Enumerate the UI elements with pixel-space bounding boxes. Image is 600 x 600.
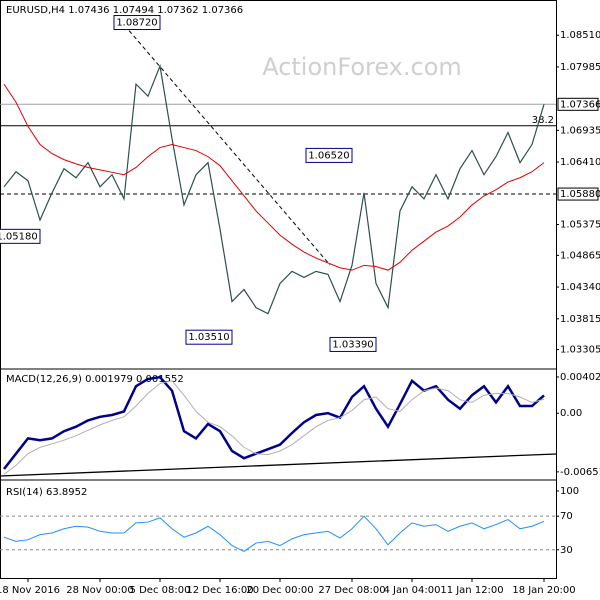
y-tick-label: 1.04340 bbox=[560, 282, 600, 293]
y-tick-label: -0.006515 bbox=[560, 467, 600, 478]
chart-title: EURUSD,H4 1.07436 1.07494 1.07362 1.0736… bbox=[6, 5, 243, 16]
x-tick-label: 20 Dec 00:00 bbox=[246, 585, 313, 596]
y-tick-label: 100 bbox=[560, 486, 579, 497]
price-label-box bbox=[557, 187, 599, 201]
indicator-title: RSI(14) 63.8952 bbox=[6, 487, 87, 498]
series-line bbox=[3, 380, 545, 475]
frame bbox=[0, 0, 557, 579]
y-tick-label: 1.04865 bbox=[560, 250, 600, 261]
trend-line bbox=[119, 19, 331, 266]
trend-line bbox=[0, 453, 557, 477]
y-tick-label: 1.03815 bbox=[560, 314, 600, 325]
x-tick-label: 5 Dec 08:00 bbox=[130, 585, 191, 596]
y-tick-label: 1.08510 bbox=[560, 30, 600, 41]
annotation-box bbox=[0, 228, 41, 244]
annotation: 1.03390 bbox=[332, 339, 373, 350]
indicator-title: MACD(12,26,9) 0.001979 0.001552 bbox=[6, 374, 184, 385]
y-tick-label: 30 bbox=[560, 545, 573, 556]
y-tick-label: 1.06935 bbox=[560, 125, 600, 136]
series-line bbox=[3, 375, 545, 470]
annotation: 1.05180 bbox=[0, 231, 38, 242]
level-label: 38.2 bbox=[532, 115, 554, 126]
price-label: 1.07366 bbox=[560, 99, 600, 110]
x-tick-label: 18 Jan 20:00 bbox=[512, 585, 575, 596]
watermark: ActionForex.com bbox=[262, 53, 462, 81]
price-label-box bbox=[557, 97, 599, 111]
annotation-box bbox=[329, 336, 377, 352]
y-tick-label: 1.06410 bbox=[560, 157, 600, 168]
annotation-box bbox=[113, 15, 161, 31]
x-tick-label: 27 Dec 08:00 bbox=[318, 585, 385, 596]
annotation: 1.06520 bbox=[308, 150, 349, 161]
y-tick-label: 1.07985 bbox=[560, 62, 600, 73]
annotation: 1.03510 bbox=[188, 332, 229, 343]
annotation-box bbox=[305, 147, 353, 163]
series-line bbox=[3, 83, 545, 271]
x-tick-label: 28 Nov 00:00 bbox=[66, 585, 133, 596]
y-tick-label: 0.004028 bbox=[560, 372, 600, 383]
x-tick-label: 11 Jan 12:00 bbox=[440, 585, 503, 596]
series-line bbox=[3, 63, 545, 315]
x-tick-label: 18 Nov 2016 bbox=[0, 585, 60, 596]
y-tick-label: 1.03305 bbox=[560, 345, 600, 356]
series-line bbox=[3, 515, 545, 553]
x-tick-label: 4 Jan 04:00 bbox=[384, 585, 441, 596]
annotation-box bbox=[185, 329, 233, 345]
x-tick-label: 12 Dec 16:00 bbox=[186, 585, 253, 596]
y-tick-label: 1.05375 bbox=[560, 220, 600, 231]
y-tick-label: 0.00 bbox=[560, 408, 582, 419]
annotation: 1.08720 bbox=[116, 18, 157, 29]
y-tick-label: 70 bbox=[560, 511, 573, 522]
price-label: 1.05880 bbox=[560, 189, 600, 200]
